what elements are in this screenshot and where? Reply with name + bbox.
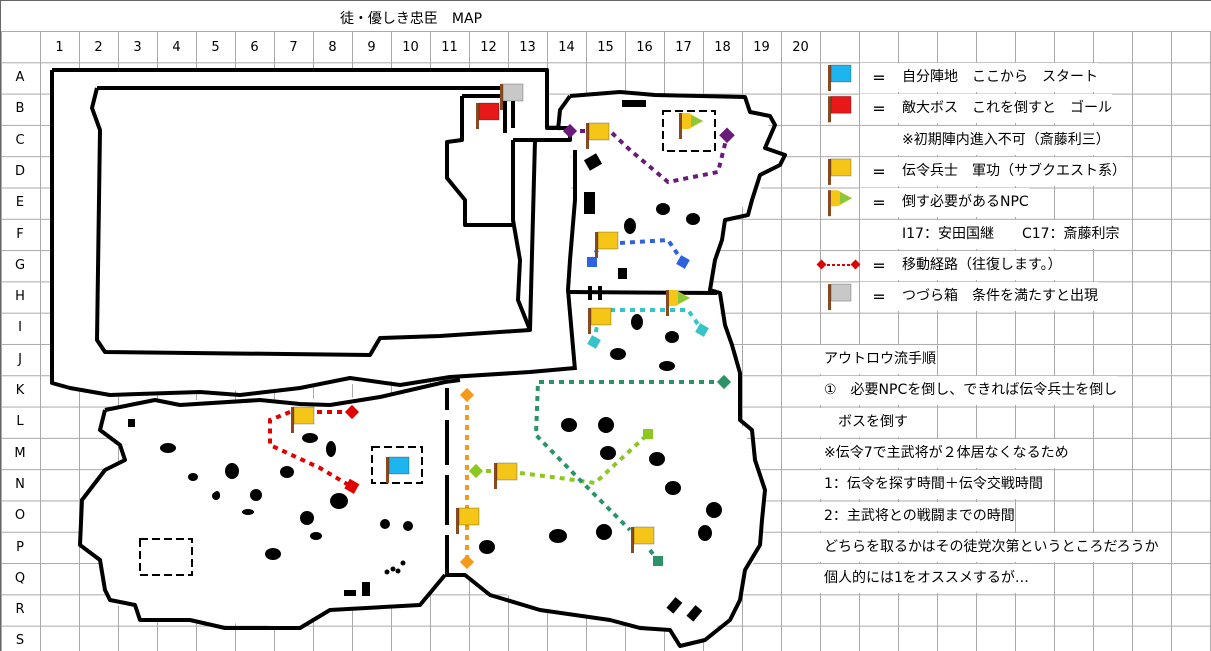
row-header[interactable]: R (15, 602, 25, 618)
note-line: ※伝令7で主武将が２体居なくなるため (820, 438, 1069, 468)
legend-text: I17：安田国継 C17：斎藤利宗 (898, 219, 1120, 249)
map-flags (291, 83, 703, 553)
row-header[interactable]: I (18, 320, 22, 336)
note-line: ① 必要NPCを倒し、できれば伝令兵士を倒し (820, 376, 1118, 406)
row-header[interactable]: J (18, 351, 22, 367)
row-header[interactable]: M (14, 445, 26, 461)
npc-flag-icon (666, 290, 690, 316)
row-header[interactable]: A (15, 70, 25, 85)
npc-flag-icon (679, 113, 703, 139)
messenger-flag-icon (291, 406, 315, 433)
row-header[interactable]: S (15, 633, 25, 649)
npc-flag-icon (828, 190, 852, 217)
column-header[interactable]: 4 (172, 40, 181, 55)
messenger-flag-icon (586, 122, 610, 149)
messenger-flag-icon (595, 231, 619, 258)
dashed-zones (139, 110, 716, 576)
row-header[interactable]: L (16, 414, 24, 430)
column-header[interactable]: 17 (675, 40, 692, 55)
column-header[interactable]: 14 (558, 40, 575, 55)
gray-flag-icon (828, 283, 852, 311)
row-header[interactable]: K (15, 383, 25, 398)
note-line: 個人的には1をオススメするが… (820, 564, 1029, 594)
legend-text: 倒す必要があるNPC (898, 188, 1029, 218)
map-floor (52, 70, 785, 640)
row-header[interactable]: B (15, 101, 25, 117)
grid-border (0, 31, 1, 651)
title-bar: 徒・優しき忠臣 MAP (0, 0, 1211, 31)
column-header[interactable]: 12 (480, 40, 497, 55)
legend-text: 移動経路（往復します。） (898, 250, 1062, 280)
map-walls (50, 68, 787, 648)
legend-text: 敵大ボス これを倒すと ゴール (898, 94, 1112, 124)
legend-text: 伝令兵士 軍功（サブクエスト系） (898, 156, 1126, 186)
note-line: ボスを倒す (820, 407, 908, 437)
row-header[interactable]: O (14, 508, 26, 524)
messenger-flag-icon (456, 507, 480, 534)
legend-equals: = (860, 94, 898, 124)
route-line-icon (816, 259, 861, 270)
legend-equals: = (860, 156, 898, 186)
messenger-flag-icon (494, 462, 518, 489)
row-header[interactable]: N (15, 476, 25, 492)
row-header[interactable]: G (14, 257, 26, 273)
column-header[interactable]: 8 (328, 40, 337, 55)
messenger-flag-icon (588, 307, 612, 334)
route-red (268, 410, 354, 489)
column-header[interactable]: 16 (636, 40, 653, 55)
column-header[interactable]: 19 (753, 40, 770, 55)
column-header[interactable]: 5 (211, 40, 220, 55)
blue-flag-icon (828, 64, 852, 91)
note-line: 2：主武将との戦闘までの時間 (820, 501, 1015, 531)
column-header[interactable]: 15 (597, 40, 614, 55)
start-flag-icon (386, 456, 410, 483)
row-header[interactable]: C (15, 132, 25, 148)
legend-text: ※初期陣内進入不可（斎藤利三） (898, 125, 1110, 155)
column-header[interactable]: 10 (402, 40, 419, 55)
column-header[interactable]: 1 (55, 40, 64, 55)
row-header[interactable]: H (15, 289, 25, 305)
row-header[interactable]: P (16, 539, 24, 555)
chest-flag-icon (500, 83, 524, 110)
column-header[interactable]: 11 (441, 40, 458, 55)
row-header[interactable]: E (15, 195, 25, 211)
map-obstacles (128, 100, 722, 622)
legend-text: 自分陣地 ここから スタート (898, 63, 1098, 92)
column-header[interactable]: 6 (250, 40, 259, 55)
note-line: アウトロウ流手順 (820, 345, 936, 374)
column-header[interactable]: 2 (94, 40, 103, 55)
column-header[interactable]: 18 (714, 40, 731, 55)
note-line: 1：伝令を探す時間＋伝令交戦時間 (820, 470, 1043, 500)
note-line: どちらを取るかはその徒党次第というところだろうか (820, 532, 1159, 562)
column-header[interactable]: 3 (133, 40, 142, 55)
row-header[interactable]: Q (14, 570, 26, 586)
route-endpoints (344, 123, 735, 570)
yellow-flag-icon (828, 158, 852, 185)
column-header[interactable]: 13 (519, 40, 536, 55)
legend-equals: = (860, 188, 898, 218)
red-flag-icon (828, 95, 852, 123)
legend-text: つづら箱 条件を満たすと出現 (898, 282, 1098, 312)
boss-flag-icon (476, 102, 500, 129)
row-header[interactable]: F (16, 226, 24, 242)
column-header[interactable]: 7 (289, 40, 298, 55)
legend-equals: = (860, 63, 898, 92)
column-header[interactable]: 9 (367, 40, 376, 55)
column-header[interactable]: 20 (792, 40, 809, 55)
legend-equals: = (860, 250, 898, 280)
row-header[interactable]: D (14, 163, 25, 179)
map-title: 徒・優しき忠臣 MAP (339, 11, 483, 27)
messenger-flag-icon (631, 526, 655, 553)
legend-equals: = (860, 282, 898, 312)
